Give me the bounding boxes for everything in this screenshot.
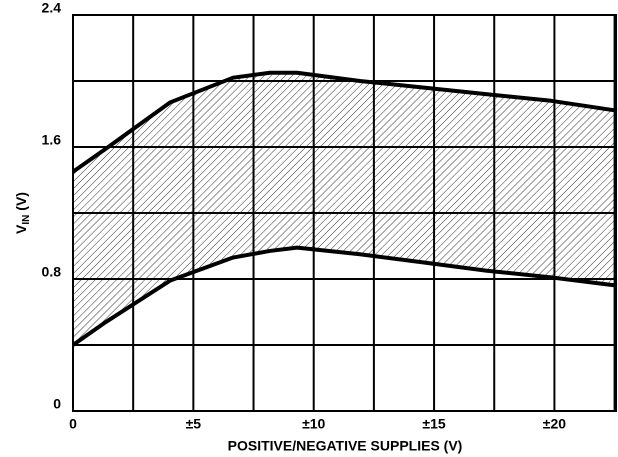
- x-tick-label: 0: [69, 416, 77, 432]
- y-tick-label: 2.4: [42, 0, 62, 16]
- y-axis-label: VIN (V): [13, 192, 32, 234]
- y-tick-label: 0.8: [42, 264, 62, 280]
- y-label-sub: IN: [21, 215, 32, 225]
- plot-frame: [72, 14, 617, 412]
- x-tick-label: ±10: [302, 416, 325, 432]
- y-tick-label: 0: [53, 396, 61, 412]
- upper-curve: [71, 70, 618, 174]
- x-tick-label: ±20: [543, 416, 566, 432]
- x-tick-label: ±5: [186, 416, 202, 432]
- lower-curve: [71, 245, 618, 347]
- x-tick-label: ±15: [422, 416, 445, 432]
- shaded-region: [73, 72, 617, 345]
- y-label-unit: (V): [13, 192, 29, 215]
- y-label-main: V: [13, 224, 29, 234]
- x-axis-label: POSITIVE/NEGATIVE SUPPLIES (V): [228, 438, 463, 454]
- y-tick-label: 1.6: [42, 132, 62, 148]
